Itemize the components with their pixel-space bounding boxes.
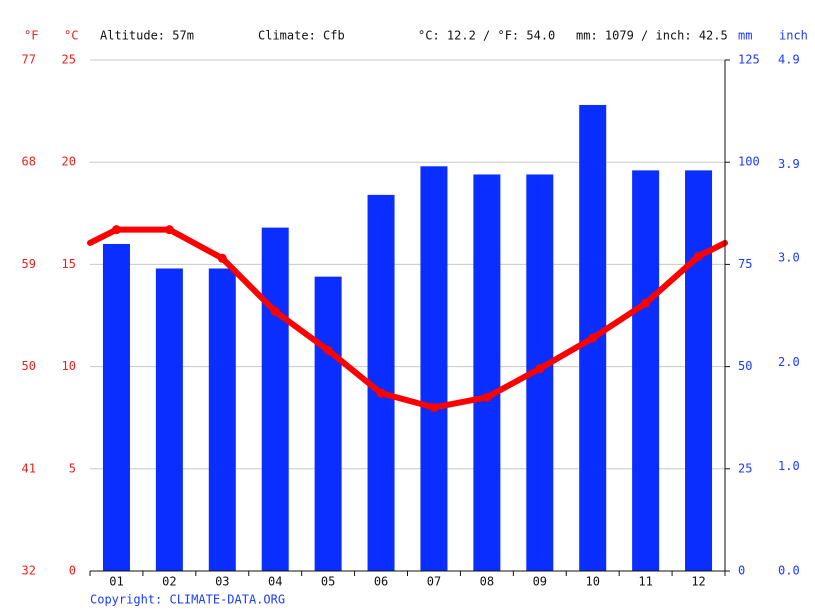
bar (155, 268, 183, 571)
yf-tick-label: 68 (22, 155, 36, 169)
temperature-point (217, 253, 227, 263)
y3-tick-label: 0.0 (778, 564, 800, 578)
y-tick-label: 25 (62, 53, 76, 67)
temperature-point (164, 225, 174, 235)
temperature-point (323, 345, 333, 355)
y3-tick-label: 2.0 (778, 355, 800, 369)
y-tick-label: 15 (62, 257, 76, 271)
bar (473, 174, 501, 572)
y-tick-label: 0 (69, 564, 76, 578)
y3-tick-label: 3.9 (778, 157, 800, 171)
x-tick-label: 02 (162, 575, 176, 589)
y-tick-label: 20 (62, 155, 76, 169)
temperature-point (482, 392, 492, 402)
inch-unit: inch (779, 29, 808, 43)
temperature-point (535, 364, 545, 374)
y3-tick-label: 1.0 (778, 459, 800, 473)
x-tick-label: 10 (585, 575, 599, 589)
x-tick-label: 09 (533, 575, 547, 589)
temperature-point (376, 388, 386, 398)
bar (420, 166, 448, 571)
x-tick-label: 05 (321, 575, 335, 589)
x-tick-label: 11 (638, 575, 652, 589)
yf-tick-label: 32 (22, 564, 36, 578)
y2-tick-label: 0 (738, 564, 745, 578)
yf-tick-label: 50 (22, 359, 36, 373)
temp-avg: °C: 12.2 / °F: 54.0 (418, 29, 555, 43)
temperature-point (641, 298, 651, 308)
x-tick-label: 07 (427, 575, 441, 589)
x-tick-label: 03 (215, 575, 229, 589)
yf-tick-label: 59 (22, 257, 36, 271)
climate: Climate: Cfb (258, 29, 345, 43)
x-tick-label: 01 (109, 575, 123, 589)
altitude: Altitude: 57m (100, 29, 194, 43)
y2-tick-label: 125 (738, 53, 760, 67)
temperature-point (270, 306, 280, 316)
y3-tick-label: 4.9 (778, 53, 800, 67)
c-unit: °C (64, 29, 78, 43)
f-unit: °F (24, 29, 38, 43)
y3-tick-label: 3.0 (778, 251, 800, 265)
y2-tick-label: 25 (738, 461, 752, 475)
x-tick-label: 08 (480, 575, 494, 589)
line-wrap (695, 239, 728, 260)
yf-tick-label: 77 (22, 53, 36, 67)
y-tick-label: 10 (62, 359, 76, 373)
x-tick-label: 12 (691, 575, 705, 589)
bar (632, 170, 660, 571)
x-tick-label: 06 (374, 575, 388, 589)
y-tick-label: 5 (69, 461, 76, 475)
y2-tick-label: 50 (738, 359, 752, 373)
temperature-point (694, 251, 704, 261)
bar (261, 227, 289, 571)
temperature-point (588, 333, 598, 343)
x-tick-label: 04 (268, 575, 282, 589)
prec-total: mm: 1079 / inch: 42.5 (576, 29, 728, 43)
copyright: Copyright: CLIMATE-DATA.ORG (90, 593, 285, 607)
temperature-point (429, 402, 439, 412)
bar (208, 268, 236, 571)
y2-tick-label: 75 (738, 257, 752, 271)
temperature-point (111, 225, 121, 235)
mm-unit: mm (738, 29, 752, 43)
bar (314, 276, 342, 571)
y2-tick-label: 100 (738, 155, 760, 169)
temperature-line (116, 226, 701, 411)
bar (102, 243, 130, 571)
line-wrap (87, 226, 120, 246)
yf-tick-label: 41 (22, 461, 36, 475)
bar (685, 170, 713, 571)
